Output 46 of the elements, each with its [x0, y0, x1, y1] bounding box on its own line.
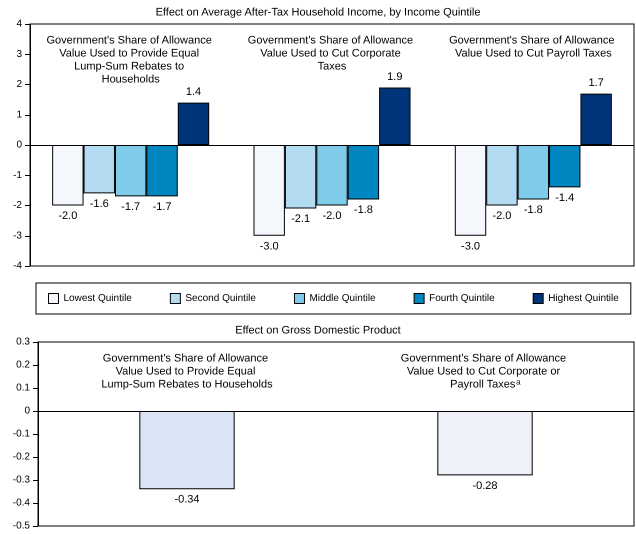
y-tick-label: 0 — [24, 406, 30, 416]
data-label: -0.34 — [174, 494, 200, 506]
x-tick-label: Government's Share of Allowance Value Used to Cut Payroll Taxes — [449, 34, 618, 60]
y-tick-label: -0.2 — [12, 452, 30, 462]
y-tick-label: 2 — [16, 79, 22, 90]
y-tick-label: 4 — [16, 18, 22, 30]
y-tick-label: 0.1 — [16, 382, 30, 394]
legend-label: Lowest Quintile — [64, 293, 132, 304]
legend-label: Fourth Quintile — [429, 293, 496, 304]
data-label: -3.0 — [260, 240, 279, 252]
data-label: -0.28 — [472, 480, 498, 492]
y-tick-label: -0.4 — [12, 498, 30, 508]
data-label: 1.4 — [186, 86, 202, 98]
chart-title: Effect on Gross Domestic Product — [235, 324, 401, 336]
x-tick-label: Government's Share of Allowance Value Used to Provide Equal Lump-Sum Rebates to Households — [101, 352, 274, 390]
data-label: -1.8 — [524, 204, 543, 216]
y-tick-label: 0.3 — [16, 336, 30, 348]
legend-label: Highest Quintile — [548, 293, 620, 304]
data-label: -1.4 — [555, 192, 574, 204]
data-label: -1.6 — [90, 198, 109, 210]
y-tick-label: 0 — [16, 140, 22, 150]
y-tick-label: 0.2 — [16, 360, 30, 370]
data-label: -1.7 — [152, 200, 172, 213]
y-tick-label: -0.1 — [12, 428, 30, 440]
data-label: -2.0 — [58, 210, 78, 222]
y-tick-label: 3 — [16, 48, 22, 60]
data-label: -1.7 — [121, 200, 140, 213]
legend-label: Second Quintile — [185, 293, 256, 304]
y-tick-label: -3 — [13, 230, 22, 242]
data-label: -3.0 — [461, 240, 480, 252]
data-label: -2.0 — [492, 210, 512, 222]
data-label: 1.9 — [387, 71, 402, 84]
y-tick-label: -0.3 — [12, 474, 30, 486]
data-label: 1.7 — [588, 77, 604, 90]
data-label: -2.0 — [322, 210, 342, 222]
data-label: -1.8 — [354, 204, 373, 216]
y-tick-label: -0.5 — [12, 520, 30, 532]
y-tick-label: -4 — [13, 260, 22, 272]
y-tick-label: -1 — [13, 170, 22, 181]
y-tick-label: -2 — [13, 200, 22, 211]
y-tick-label: 1 — [16, 109, 22, 120]
x-tick-label: Government's Share of Allowance Value Used to Cut Corporate Taxes — [248, 34, 416, 72]
x-tick-label: Government's Share of Allowance Value Used to Provide Equal Lump-Sum Rebates to Households — [46, 34, 215, 86]
data-label: -2.1 — [291, 213, 310, 226]
chart-title: Effect on Average After-Tax Household Income, by Income Quintile — [156, 6, 480, 18]
legend-label: Middle Quintile — [309, 293, 376, 304]
